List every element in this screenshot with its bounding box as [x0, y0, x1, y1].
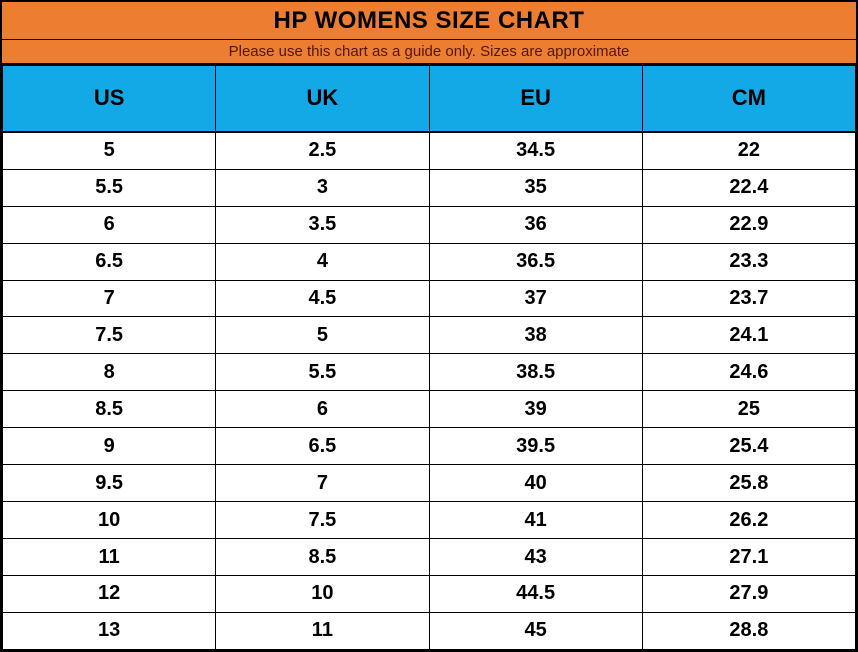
- size-cell: 11: [215, 611, 430, 651]
- size-cell: 27.1: [641, 538, 857, 577]
- size-cell: 22.4: [641, 168, 857, 207]
- size-cell: 6: [215, 390, 430, 429]
- size-cell: 3: [215, 168, 430, 207]
- size-cell: 27.9: [641, 575, 857, 613]
- size-cell: 4: [215, 242, 430, 281]
- size-cell: 43: [428, 538, 643, 577]
- table-row: 7.5 5 38 24.1: [1, 316, 857, 355]
- size-cell: 44.5: [428, 575, 643, 613]
- size-cell: 8.5: [1, 390, 217, 429]
- size-cell: 13: [1, 611, 217, 651]
- table-row: 7 4.5 37 23.7: [1, 279, 857, 318]
- column-header: UK: [215, 65, 430, 133]
- size-cell: 35: [428, 168, 643, 207]
- size-cell: 6.5: [1, 242, 217, 281]
- table-row: 13 11 45 28.8: [1, 611, 857, 651]
- size-cell: 23.7: [641, 279, 857, 318]
- table-row: 8.5 6 39 25: [1, 390, 857, 429]
- table-row: 6 3.5 36 22.9: [1, 205, 857, 244]
- chart-title: HP WOMENS SIZE CHART: [2, 2, 856, 40]
- size-table: US UK EU CM 5 2.5 34.5 22 5.5 3 35 22.4 6 3.5 36 22.9 6…: [1, 65, 857, 651]
- table-row: 12 10 44.5 27.9: [1, 575, 857, 613]
- chart-subtitle: Please use this chart as a guide only. S…: [2, 40, 856, 65]
- size-cell: 22: [641, 131, 857, 170]
- size-cell: 38.5: [428, 353, 643, 392]
- size-cell: 10: [215, 575, 430, 613]
- size-cell: 4.5: [215, 279, 430, 318]
- size-cell: 2.5: [215, 131, 430, 170]
- size-cell: 8.5: [215, 538, 430, 577]
- size-cell: 7: [215, 464, 430, 503]
- table-row: 9 6.5 39.5 25.4: [1, 427, 857, 466]
- size-cell: 6: [1, 205, 217, 244]
- header-row: US UK EU CM: [1, 65, 857, 133]
- size-cell: 36.5: [428, 242, 643, 281]
- size-cell: 7.5: [215, 501, 430, 540]
- size-cell: 25: [641, 390, 857, 429]
- size-table-body: 5 2.5 34.5 22 5.5 3 35 22.4 6 3.5 36 22.9 6.5 4 36.5 23…: [1, 131, 857, 651]
- size-cell: 22.9: [641, 205, 857, 244]
- size-cell: 6.5: [215, 427, 430, 466]
- table-row: 6.5 4 36.5 23.3: [1, 242, 857, 281]
- size-cell: 39.5: [428, 427, 643, 466]
- column-header: US: [1, 65, 217, 133]
- size-cell: 8: [1, 353, 217, 392]
- size-cell: 36: [428, 205, 643, 244]
- table-row: 5 2.5 34.5 22: [1, 131, 857, 170]
- size-table-head: US UK EU CM: [1, 65, 857, 133]
- size-cell: 12: [1, 575, 217, 613]
- size-cell: 3.5: [215, 205, 430, 244]
- size-cell: 10: [1, 501, 217, 540]
- size-cell: 24.1: [641, 316, 857, 355]
- table-row: 8 5.5 38.5 24.6: [1, 353, 857, 392]
- size-cell: 5: [215, 316, 430, 355]
- table-row: 9.5 7 40 25.8: [1, 464, 857, 503]
- table-row: 11 8.5 43 27.1: [1, 538, 857, 577]
- column-header: EU: [428, 65, 643, 133]
- size-cell: 9.5: [1, 464, 217, 503]
- size-cell: 7: [1, 279, 217, 318]
- size-cell: 37: [428, 279, 643, 318]
- size-cell: 5: [1, 131, 217, 170]
- size-cell: 5.5: [215, 353, 430, 392]
- size-cell: 23.3: [641, 242, 857, 281]
- size-cell: 25.8: [641, 464, 857, 503]
- size-table-wrapper: US UK EU CM 5 2.5 34.5 22 5.5 3 35 22.4 6 3.5 36 22.9 6…: [1, 65, 857, 651]
- size-cell: 45: [428, 611, 643, 651]
- size-cell: 24.6: [641, 353, 857, 392]
- table-row: 5.5 3 35 22.4: [1, 168, 857, 207]
- size-cell: 26.2: [641, 501, 857, 540]
- column-header: CM: [641, 65, 857, 133]
- size-cell: 41: [428, 501, 643, 540]
- table-row: 10 7.5 41 26.2: [1, 501, 857, 540]
- size-cell: 40: [428, 464, 643, 503]
- size-cell: 11: [1, 538, 217, 577]
- size-cell: 28.8: [641, 611, 857, 651]
- size-cell: 5.5: [1, 168, 217, 207]
- size-cell: 39: [428, 390, 643, 429]
- size-cell: 25.4: [641, 427, 857, 466]
- size-cell: 7.5: [1, 316, 217, 355]
- size-cell: 38: [428, 316, 643, 355]
- size-cell: 34.5: [428, 131, 643, 170]
- size-cell: 9: [1, 427, 217, 466]
